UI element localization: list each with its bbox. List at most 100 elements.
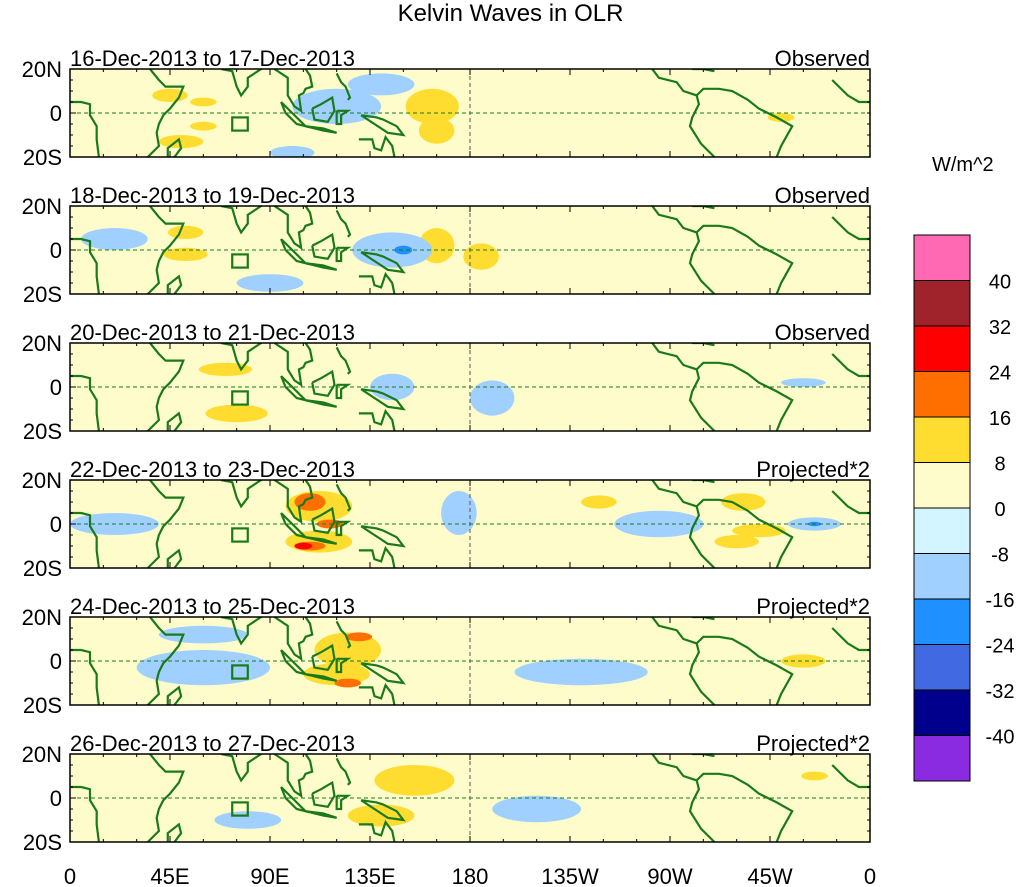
coastline [335,757,352,786]
panel-type: Projected*2 [756,457,870,482]
coastline [831,353,870,378]
anomaly-contour [792,73,870,109]
y-tick-label: 0 [50,101,62,126]
coastline [335,109,352,126]
coastline [220,343,264,372]
coastline [695,224,794,294]
anomaly-contour [314,632,382,668]
map-panel: 20N 0 20S 24-Dec-2013 to 25-Dec-2013 Project… [22,594,871,718]
y-tick-label: 20S [23,830,62,855]
coastline [335,794,352,811]
colorbar-box [913,689,971,736]
colorbar-label: 16 [989,408,1011,430]
panel-period: 26-Dec-2013 to 27-Dec-2013 [70,731,355,756]
anomaly-contour [214,811,282,829]
region-box [231,664,249,680]
anomaly-contour [721,493,766,511]
coastline [311,95,336,124]
chart-title: Kelvin Waves in OLR [397,0,624,27]
coastline [360,251,406,274]
coastline [335,72,352,101]
anomaly-contour [781,654,826,668]
anomaly-contour [167,225,204,239]
coastline [335,246,352,263]
y-tick-label: 0 [50,512,62,537]
coastline [358,408,396,431]
coastline [335,657,352,674]
coastline [311,780,336,809]
anomaly-contour [736,214,826,242]
panel-type: Projected*2 [756,731,870,756]
coastline [358,819,396,842]
coastline [692,343,715,347]
coastline [70,511,100,568]
y-tick-label: 20S [23,693,62,718]
x-tick-label: 0 [864,864,876,887]
colorbar-label: -40 [986,727,1015,749]
coastline [280,512,310,540]
colorbar-box [913,234,971,281]
panel-type: Observed [775,183,870,208]
x-tick-label: 180 [452,864,489,887]
colorbar-units: W/m^2 [932,154,994,176]
coastline [280,649,310,677]
y-tick-label: 20S [23,419,62,444]
y-tick-label: 20S [23,282,62,307]
coastline [692,617,715,621]
x-tick-label: 0 [64,864,76,887]
coastline [695,87,794,157]
colorbar-label: 8 [994,454,1005,476]
coastline [335,383,352,400]
anomaly-contour [581,495,617,509]
coastline [147,480,185,568]
anomaly-contour [190,121,217,131]
region-box [231,253,249,269]
coastline [335,209,352,238]
coastline [831,216,870,241]
colorbar-label: -24 [986,636,1015,658]
coastline [335,483,352,512]
coastline [831,79,870,104]
coastline [692,754,715,758]
coastline [166,137,183,157]
colorbar-label: -16 [986,590,1015,612]
anomaly-contour [347,73,415,96]
coastline [220,617,264,646]
anomaly-contour [92,369,159,396]
y-tick-label: 20N [22,57,62,82]
coastline [220,754,264,783]
anomaly-contour [381,347,515,383]
anomaly-contour [394,245,413,255]
anomaly-contour [463,243,499,270]
anomaly-contour [725,787,837,831]
y-tick-label: 20S [23,145,62,170]
coastline [335,620,352,649]
coastline [273,480,314,525]
region-box [231,116,249,132]
anomaly-contour [470,380,515,416]
anomaly-contour [747,395,859,423]
anomaly-contour [441,491,477,535]
coastline [305,810,338,819]
map-panel: 20N 0 20S 22-Dec-2013 to 23-Dec-2013 Project… [22,457,871,581]
anomaly-contour [205,404,268,423]
anomaly-contour [405,88,459,124]
coastline [831,627,870,652]
colorbar-label: 0 [994,499,1005,521]
map-panel: 20N 0 20S 16-Dec-2013 to 17-Dec-2013 Observe… [22,46,871,170]
coastline [358,271,396,294]
coastline [147,754,185,842]
coastline [305,399,338,408]
coastline [273,343,314,388]
coastline [70,374,100,431]
coastline [147,617,185,705]
coastline [695,361,794,431]
y-tick-label: 0 [50,375,62,400]
x-tick-label: 90E [250,864,289,887]
coastline [831,490,870,515]
coastline [311,643,336,672]
colorbar-box [913,507,971,554]
colorbar-box [913,416,971,463]
coastline [358,545,396,568]
